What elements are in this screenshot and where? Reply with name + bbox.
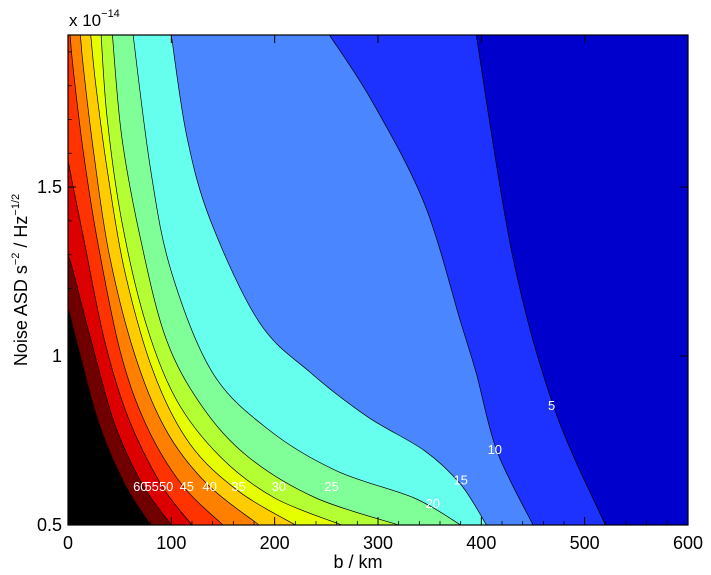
contour-label-25: 25 [324,479,338,494]
x-tick-label: 400 [466,533,496,553]
y-tick-label: 0.5 [37,515,62,535]
contour-line-10 [329,35,534,525]
contour-label-20: 20 [426,496,440,511]
contour-label-50: 50 [159,479,173,494]
contour-line-5 [475,35,606,525]
x-tick-label: 0 [63,533,73,553]
contour-line-20 [132,35,461,525]
contour-label-45: 45 [180,479,194,494]
x-axis-label: b / km [333,552,382,572]
contour-label-60: 60 [133,479,147,494]
y-tick-label: 1.5 [37,177,62,197]
x-axis: 0 100 200 300 400 500 600 [63,35,703,553]
contour-line-40 [80,35,260,525]
contour-bands [68,35,688,525]
x-tick-label: 500 [570,533,600,553]
contour-label-55: 55 [144,479,158,494]
y-axis: 0.5 1 1.5 [37,51,688,535]
contour-label-5: 5 [548,398,555,413]
y-axis-label: Noise ASD s−2 / Hz−1/2 [10,194,31,366]
x-tick-label: 200 [260,533,290,553]
y-scale-factor: x 10−14 [69,8,120,30]
contour-line-15 [170,35,487,525]
contour-lines [68,35,606,525]
contour-line-25 [112,35,399,525]
contour-line-45 [69,35,224,525]
contour-line-60 [68,308,151,525]
x-tick-label: 600 [673,533,703,553]
x-tick-label: 300 [363,533,393,553]
contour-line-35 [90,35,296,525]
contour-label-30: 30 [272,479,286,494]
contour-label-10: 10 [488,442,502,457]
contour-line-30 [100,35,342,525]
contour-label-15: 15 [453,472,467,487]
contour-line-55 [68,254,172,525]
band-above-60 [68,308,151,525]
contour-label-35: 35 [231,479,245,494]
y-tick-label: 1 [52,346,62,366]
contour-label-40: 40 [202,479,216,494]
x-tick-label: 100 [156,533,186,553]
